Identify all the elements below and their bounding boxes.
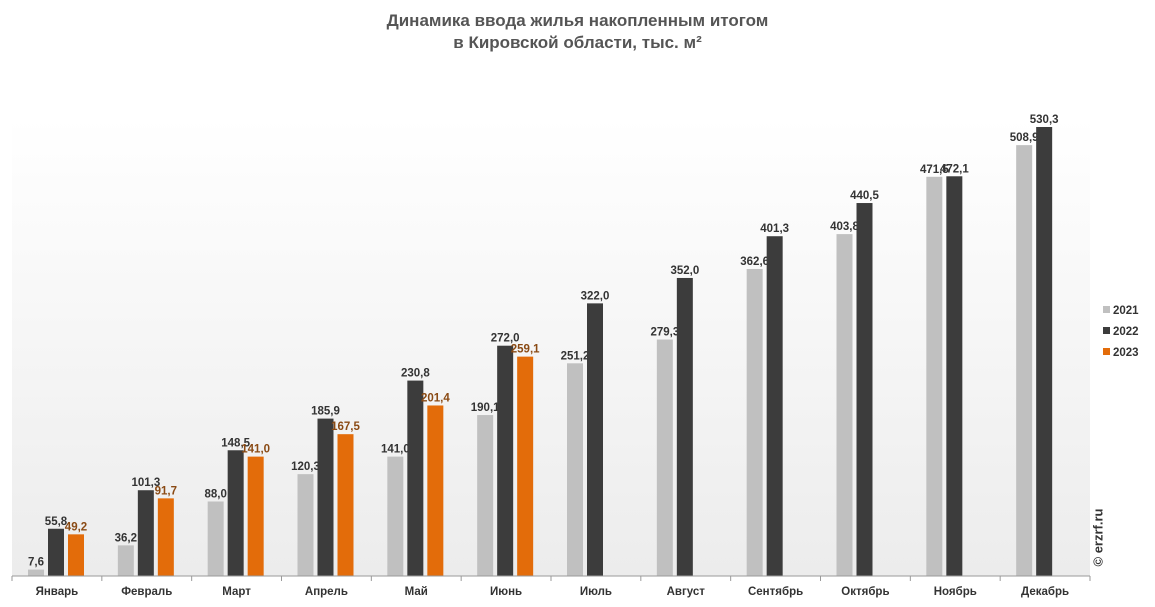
bar-2022-2 <box>137 490 154 576</box>
data-label-2021-2: 36,2 <box>115 532 137 544</box>
data-label-2022-9: 401,3 <box>760 223 789 235</box>
bar-2021-5 <box>387 456 404 576</box>
chart-title-line-2: в Кировской области, тыс. м² <box>453 33 702 52</box>
category-label-6: Июнь <box>490 586 522 598</box>
data-label-2021-7: 251,2 <box>561 350 590 362</box>
legend: 2021 2022 2023 <box>1103 305 1139 359</box>
data-label-2022-5: 230,8 <box>401 368 430 380</box>
legend-label-2023: 2023 <box>1113 347 1139 359</box>
data-label-2023-5: 201,4 <box>421 392 450 404</box>
data-label-2021-10: 403,8 <box>830 221 859 233</box>
data-label-2021-6: 190,1 <box>471 402 500 414</box>
data-label-2022-10: 440,5 <box>850 190 879 202</box>
data-label-2021-12: 508,9 <box>1010 132 1039 144</box>
data-label-2022-2: 101,3 <box>131 477 160 489</box>
category-label-11: Ноябрь <box>934 586 977 598</box>
bar-2023-2 <box>157 498 174 576</box>
bar-2023-4 <box>337 434 354 576</box>
chart-title: Динамика ввода жилья накопленным итогом … <box>0 10 1155 54</box>
bar-2021-8 <box>656 339 673 576</box>
chart-title-line-1: Динамика ввода жилья накопленным итогом <box>386 11 769 30</box>
bar-2022-7 <box>587 303 603 576</box>
bar-2022-10 <box>856 203 873 576</box>
legend-label-2021: 2021 <box>1113 305 1139 317</box>
data-label-2021-4: 120,3 <box>291 461 320 473</box>
bar-2022-1 <box>48 528 64 576</box>
data-label-2022-8: 352,0 <box>670 265 699 277</box>
bar-2023-3 <box>247 456 264 576</box>
data-label-2022-4: 185,9 <box>311 406 340 418</box>
data-label-2022-1: 55,8 <box>45 516 68 528</box>
data-label-2023-1: 49,2 <box>65 521 87 533</box>
bar-2021-1 <box>28 569 44 576</box>
bar-2022-9 <box>766 236 783 576</box>
data-label-2022-7: 322,0 <box>581 290 610 302</box>
bar-2022-12 <box>1036 127 1053 576</box>
data-label-2021-8: 279,3 <box>650 327 679 339</box>
data-label-2023-3: 141,0 <box>241 444 270 456</box>
bar-2021-9 <box>746 268 763 576</box>
data-label-2023-4: 167,5 <box>331 421 360 433</box>
plot-area <box>12 118 1090 576</box>
bar-2022-8 <box>676 277 693 576</box>
category-label-10: Октябрь <box>841 586 889 598</box>
category-label-1: Январь <box>36 586 79 598</box>
data-label-2021-9: 362,6 <box>740 256 769 268</box>
bar-2021-3 <box>207 501 224 576</box>
legend-swatch-2022 <box>1103 327 1110 334</box>
bar-2021-2 <box>117 545 134 576</box>
bar-2022-5 <box>407 380 424 576</box>
category-label-12: Декабрь <box>1021 586 1069 598</box>
bar-2021-7 <box>567 363 583 576</box>
watermark: © erzrf.ru <box>1088 500 1108 580</box>
category-label-7: Июль <box>580 586 612 598</box>
bar-2021-10 <box>836 234 853 576</box>
category-label-9: Сентябрь <box>748 586 803 598</box>
category-label-4: Апрель <box>305 586 348 598</box>
data-label-2022-11: 472,1 <box>940 163 969 175</box>
data-label-2022-3: 148,5 <box>221 437 250 449</box>
bar-2022-6 <box>497 345 514 576</box>
data-label-2022-6: 272,0 <box>491 333 520 345</box>
category-label-3: Март <box>222 586 251 598</box>
data-label-2023-6: 259,1 <box>511 344 540 356</box>
category-label-8: Август <box>667 586 706 598</box>
bar-2022-4 <box>317 418 334 576</box>
category-label-2: Февраль <box>121 586 172 598</box>
bar-2022-3 <box>227 450 244 576</box>
bar-2023-6 <box>517 356 534 576</box>
data-label-2023-2: 91,7 <box>155 485 177 497</box>
bar-2022-11 <box>946 176 963 576</box>
legend-swatch-2023 <box>1103 348 1110 355</box>
x-axis: Январь Февраль Март Апрель Май Июнь Июль Август… <box>11 576 1091 598</box>
watermark-text: © erzrf.ru <box>1090 508 1106 567</box>
bar-2023-1 <box>68 534 84 576</box>
bar-2023-5 <box>427 405 444 576</box>
bar-2021-12 <box>1016 145 1033 576</box>
data-label-2021-5: 141,0 <box>381 444 410 456</box>
category-label-5: Май <box>405 586 428 598</box>
legend-swatch-2021 <box>1103 306 1110 313</box>
legend-label-2022: 2022 <box>1113 326 1139 338</box>
bar-2021-4 <box>297 474 314 576</box>
data-label-2021-1: 7,6 <box>28 557 44 569</box>
data-label-2022-12: 530,3 <box>1030 114 1059 126</box>
bar-2021-6 <box>477 415 494 576</box>
bar-2021-11 <box>926 176 943 576</box>
data-label-2021-11: 471,5 <box>920 164 949 176</box>
data-label-2021-3: 88,0 <box>204 488 226 500</box>
